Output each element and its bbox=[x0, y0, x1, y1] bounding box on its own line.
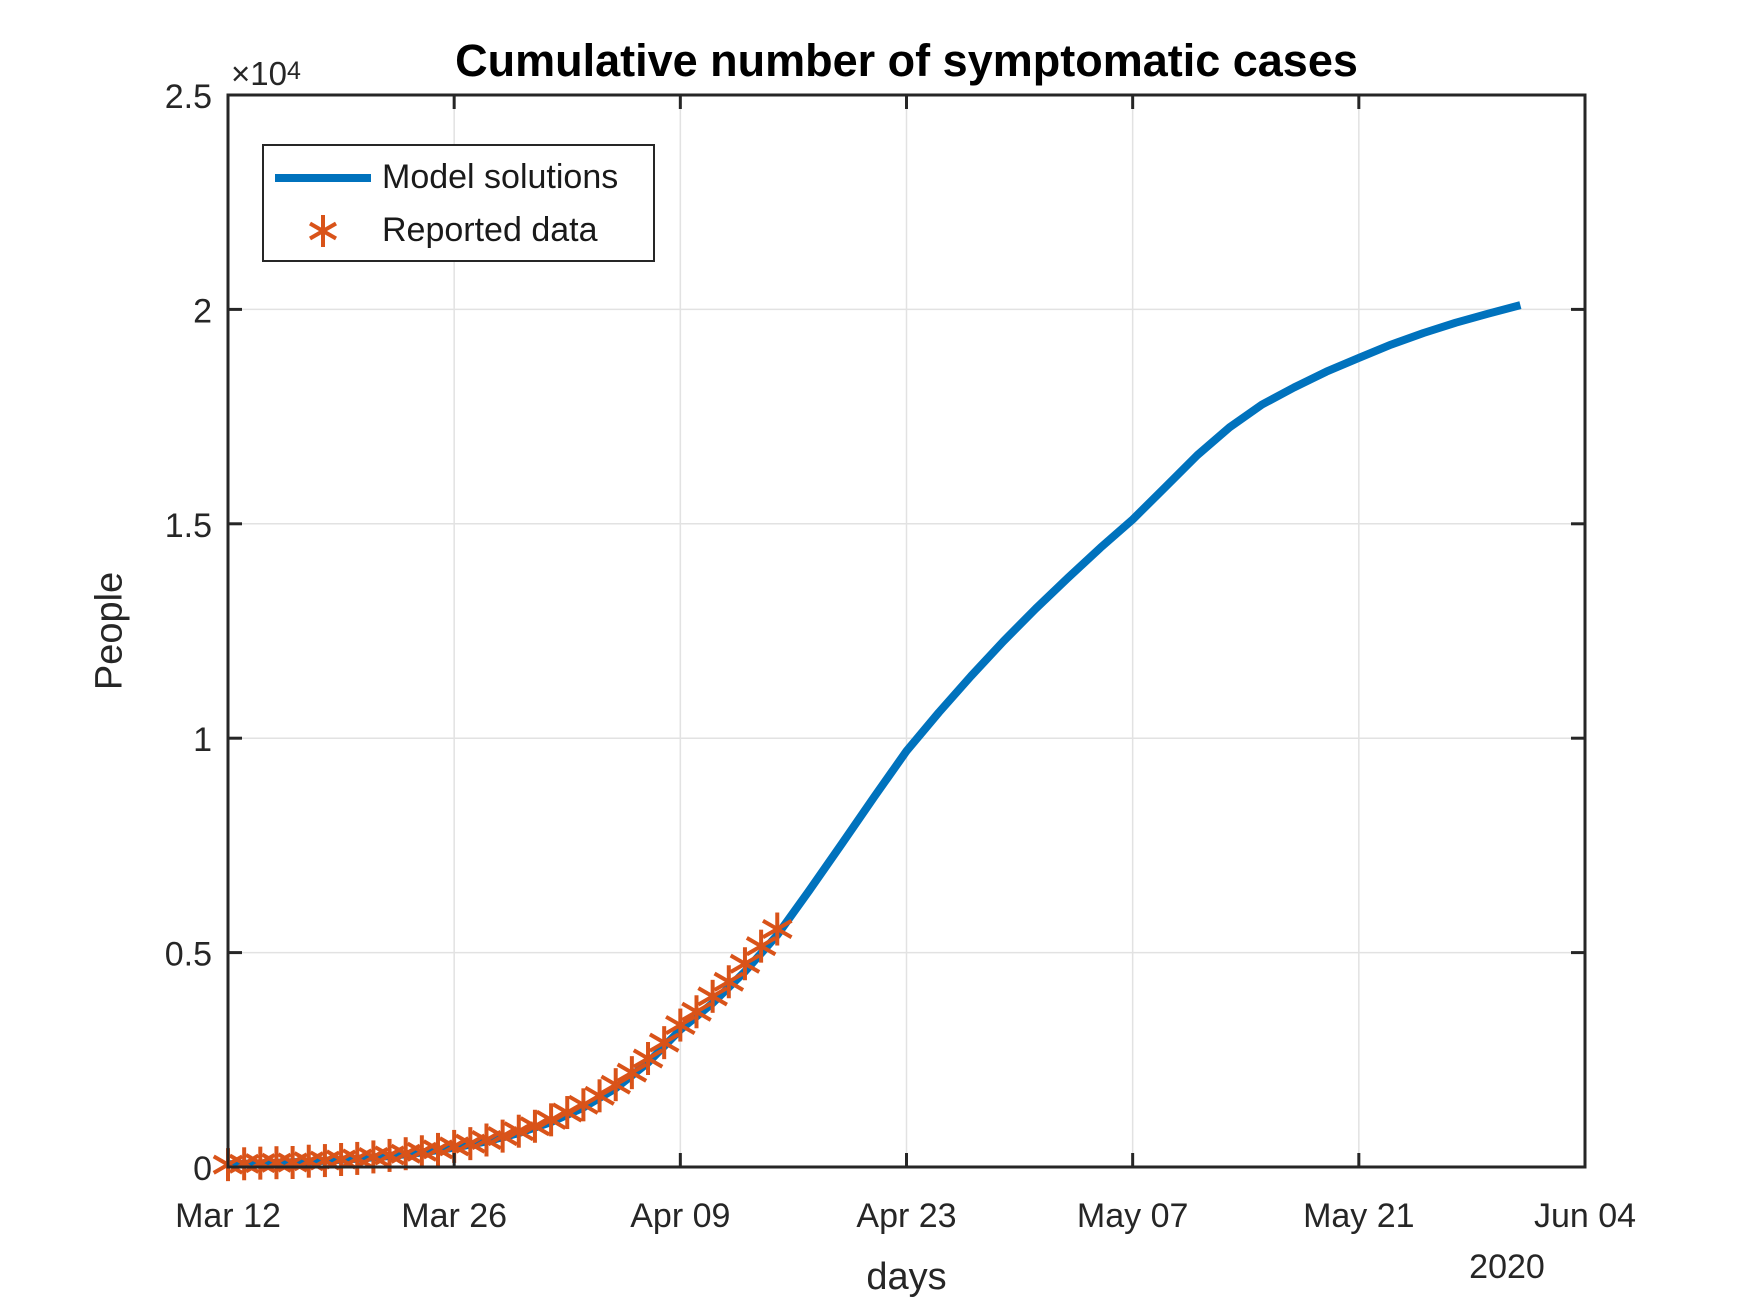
x-tick-label: May 21 bbox=[1303, 1197, 1415, 1235]
y-tick-label: 1.5 bbox=[165, 507, 212, 545]
y-multiplier-base: ×10 bbox=[231, 55, 287, 92]
asterisk-spoke bbox=[729, 953, 761, 974]
model-solutions-curve bbox=[227, 301, 1522, 1169]
y-axis-multiplier: ×104 bbox=[231, 55, 301, 93]
legend-asterisk-swatch bbox=[264, 213, 382, 249]
asterisk-spoke bbox=[713, 971, 745, 992]
asterisk-spoke bbox=[648, 1032, 680, 1053]
asterisk-spoke bbox=[761, 919, 793, 939]
y-tick-label: 2 bbox=[193, 292, 212, 330]
reported-data-marker bbox=[729, 947, 761, 981]
x-tick-label: Mar 12 bbox=[175, 1197, 281, 1235]
reported-data-marker bbox=[519, 1109, 551, 1143]
y-tick-label: 0.5 bbox=[165, 936, 212, 974]
y-tick-label: 1 bbox=[193, 721, 212, 759]
reported-data-marker bbox=[600, 1068, 632, 1102]
asterisk-spoke bbox=[519, 1116, 551, 1137]
x-tick-label: Jun 04 bbox=[1534, 1197, 1636, 1235]
x-axis-year-label: 2020 bbox=[1469, 1248, 1545, 1286]
legend-label-model: Model solutions bbox=[382, 158, 619, 196]
model-line-icon bbox=[275, 173, 371, 182]
reported-data-marker bbox=[761, 912, 793, 946]
x-tick-label: Apr 09 bbox=[630, 1197, 730, 1235]
asterisk-spoke bbox=[503, 1121, 535, 1142]
asterisk-spoke bbox=[697, 986, 728, 1007]
y-tick-label: 0 bbox=[193, 1150, 212, 1188]
reported-data-marker bbox=[632, 1042, 664, 1076]
x-axis-label: days bbox=[866, 1256, 947, 1298]
legend: Model solutions Reported data bbox=[262, 144, 655, 262]
asterisk-spoke bbox=[681, 1001, 712, 1022]
asterisk-spoke bbox=[745, 936, 777, 957]
reported-data-marker bbox=[616, 1056, 648, 1090]
asterisk-spoke bbox=[616, 1062, 648, 1083]
reported-data-marker bbox=[745, 929, 777, 963]
reported-data-marker bbox=[681, 995, 712, 1029]
x-tick-label: May 07 bbox=[1077, 1197, 1189, 1235]
x-tick-label: Apr 23 bbox=[856, 1197, 956, 1235]
reported-data-marker bbox=[713, 965, 745, 999]
reported-data-marker bbox=[487, 1119, 518, 1153]
asterisk-icon bbox=[309, 214, 337, 247]
reported-data-marker bbox=[648, 1026, 680, 1060]
y-tick-label: 2.5 bbox=[165, 78, 212, 116]
asterisk-spoke bbox=[600, 1074, 632, 1095]
reported-data-marker bbox=[665, 1008, 696, 1042]
asterisk-spoke bbox=[665, 1015, 696, 1036]
asterisk-spoke bbox=[487, 1126, 518, 1147]
legend-line-swatch bbox=[264, 172, 382, 184]
chart-title: Cumulative number of symptomatic cases bbox=[455, 35, 1358, 86]
x-tick-label: Mar 26 bbox=[401, 1197, 507, 1235]
legend-row-reported: Reported data bbox=[264, 204, 653, 257]
legend-label-reported: Reported data bbox=[382, 211, 598, 249]
asterisk-spoke bbox=[309, 221, 337, 240]
reported-data-marker bbox=[503, 1114, 535, 1148]
y-axis-label: People bbox=[88, 571, 131, 691]
legend-row-model: Model solutions bbox=[264, 151, 653, 204]
y-multiplier-exponent: 4 bbox=[286, 57, 301, 85]
reported-data-marker bbox=[697, 979, 728, 1013]
asterisk-spoke bbox=[632, 1048, 664, 1069]
